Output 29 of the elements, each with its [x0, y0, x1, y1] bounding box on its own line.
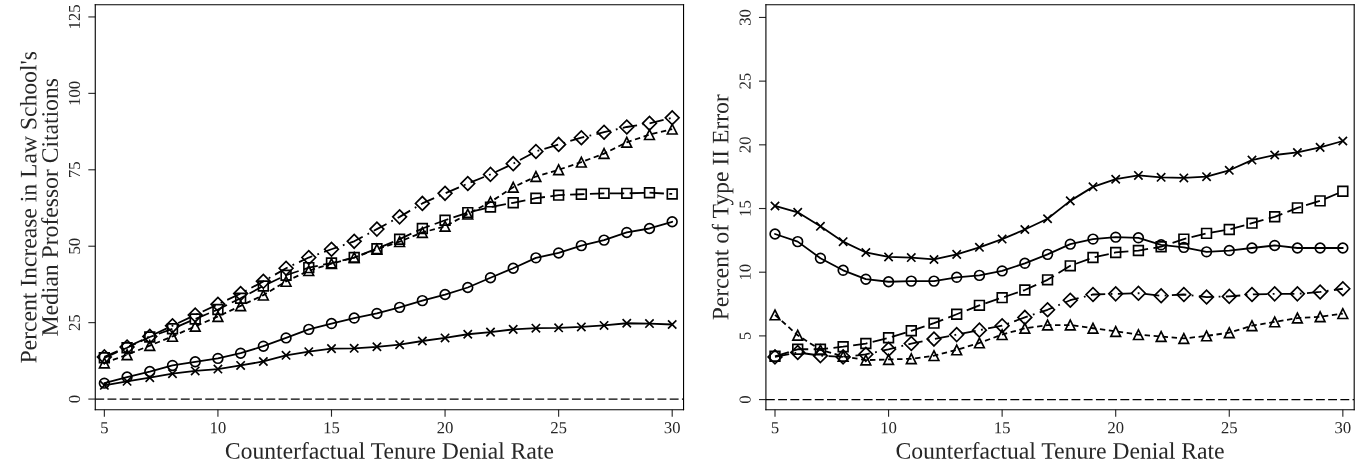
x-tick-label: 10 [881, 422, 897, 434]
x-tick-label: 25 [551, 422, 567, 434]
y-tick-label: 0 [739, 396, 751, 404]
y-tick-label: 75 [69, 162, 81, 178]
y-tick-label: 25 [68, 314, 81, 331]
x-tick-label: 15 [324, 422, 340, 434]
y-tick-label: 15 [739, 200, 751, 216]
y-tick-label: 30 [739, 9, 751, 25]
x-tick-label: 20 [1108, 422, 1124, 434]
y-tick-label: 20 [739, 137, 751, 153]
x-axis-title: Counterfactual Tenure Denial Rate [896, 442, 1224, 459]
y-tick-label: 100 [68, 81, 81, 105]
y-tick-label: 50 [68, 238, 81, 254]
x-tick-label: 10 [211, 422, 226, 434]
y-tick-label: 5 [739, 332, 751, 340]
y-axis-title: Percent of Type II Error [711, 94, 734, 320]
y-axis-title: Percent Increase in Law School's Median Professor Citations [19, 51, 58, 363]
x-axis-title: Counterfactual Tenure Denial Rate [225, 442, 554, 459]
x-tick-label: 5 [101, 422, 108, 434]
y-tick-label: 25 [739, 73, 751, 89]
y-tick-label: 0 [68, 395, 81, 403]
x-tick-label: 30 [1335, 422, 1351, 434]
x-tick-label: 25 [1221, 422, 1237, 434]
y-tick-label: 10 [739, 264, 751, 280]
x-tick-label: 15 [995, 422, 1010, 434]
y-tick-label: 125 [68, 5, 81, 28]
x-tick-label: 5 [771, 422, 779, 434]
x-tick-label: 30 [664, 422, 680, 434]
x-tick-label: 20 [437, 422, 453, 434]
